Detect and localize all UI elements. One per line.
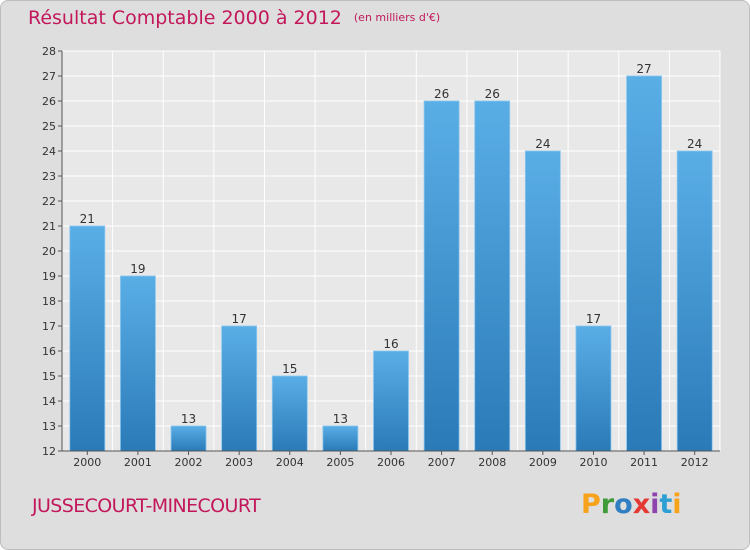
- bar-2001: [120, 275, 156, 452]
- data-label-2011: 27: [636, 62, 651, 76]
- logo-letter: t: [659, 489, 673, 520]
- bar-2000: [69, 225, 106, 452]
- y-tick-label: 19: [42, 270, 56, 283]
- data-label-2005: 13: [333, 412, 348, 426]
- bar-2005: [322, 425, 359, 452]
- x-tick-label: 2011: [630, 456, 658, 469]
- data-label-2001: 19: [130, 262, 145, 276]
- data-label-2004: 15: [282, 362, 297, 376]
- x-tick-label: 2005: [326, 456, 354, 469]
- y-tick-label: 26: [42, 95, 56, 108]
- bar-2012: [676, 150, 713, 452]
- logo-letter: o: [614, 489, 633, 520]
- y-tick-label: 16: [42, 345, 56, 358]
- y-tick-label: 13: [42, 420, 56, 433]
- data-label-2010: 17: [586, 312, 601, 326]
- chart-title: Résultat Comptable 2000 à 2012 (en millie…: [28, 7, 440, 29]
- bar-2011: [626, 75, 662, 452]
- x-tick-label: 2008: [478, 456, 506, 469]
- logo-letter: r: [600, 489, 615, 520]
- bar-2003: [221, 325, 258, 452]
- bar-2010: [575, 325, 612, 452]
- commune-name: JUSSECOURT-MINECOURT: [32, 495, 261, 517]
- y-tick-label: 12: [42, 445, 56, 458]
- data-label-2000: 21: [80, 212, 95, 226]
- data-label-2002: 13: [181, 412, 196, 426]
- logo-letter: P: [581, 489, 601, 520]
- data-label-2003: 17: [232, 312, 247, 326]
- y-tick-label: 23: [42, 170, 56, 183]
- y-tick-label: 21: [42, 220, 56, 233]
- y-tick-label: 25: [42, 120, 56, 133]
- x-tick-label: 2004: [276, 456, 304, 469]
- x-tick-label: 2001: [124, 456, 152, 469]
- y-tick-label: 15: [42, 370, 56, 383]
- x-tick-label: 2010: [579, 456, 607, 469]
- x-tick-label: 2012: [681, 456, 709, 469]
- y-tick-label: 14: [42, 395, 56, 408]
- logo-letter: i: [650, 489, 660, 520]
- bar-2002: [170, 425, 207, 452]
- data-label-2012: 24: [687, 137, 702, 151]
- logo-letter: x: [632, 489, 651, 520]
- data-label-2009: 24: [535, 137, 550, 151]
- y-tick-label: 24: [42, 145, 56, 158]
- y-tick-label: 22: [42, 195, 56, 208]
- y-tick-label: 17: [42, 320, 56, 333]
- logo-letter: i: [672, 489, 682, 520]
- bar-2008: [474, 100, 511, 452]
- x-tick-label: 2002: [175, 456, 203, 469]
- x-tick-label: 2009: [529, 456, 557, 469]
- y-tick-label: 18: [42, 295, 56, 308]
- y-tick-label: 20: [42, 245, 56, 258]
- bar-2006: [373, 350, 409, 452]
- x-tick-label: 2003: [225, 456, 253, 469]
- x-tick-label: 2006: [377, 456, 405, 469]
- x-tick-label: 2000: [73, 456, 101, 469]
- data-label-2007: 26: [434, 87, 449, 101]
- y-tick-label: 27: [42, 70, 56, 83]
- title-text: Résultat Comptable 2000 à 2012: [28, 7, 342, 29]
- x-tick-label: 2007: [428, 456, 456, 469]
- proxiti-logo: Proxiti: [581, 489, 682, 520]
- bar-2004: [271, 375, 308, 452]
- y-tick-label: 28: [42, 45, 56, 58]
- unit-label: (en milliers d'€): [353, 11, 441, 24]
- data-label-2006: 16: [383, 337, 398, 351]
- bar-2009: [524, 150, 561, 452]
- data-label-2008: 26: [485, 87, 500, 101]
- bar-2007: [423, 100, 460, 452]
